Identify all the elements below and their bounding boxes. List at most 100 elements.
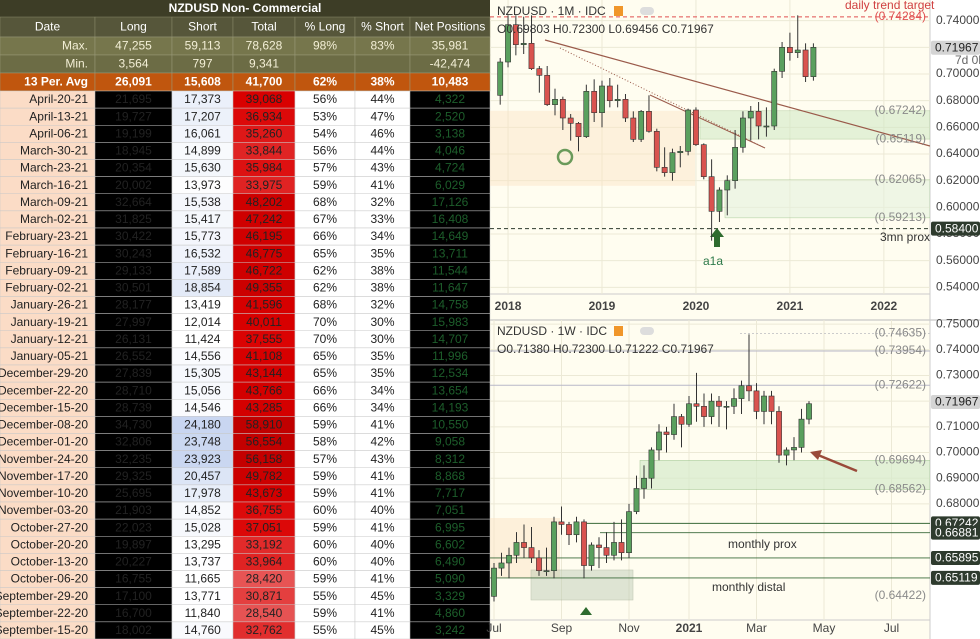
cell-text: 4,322 [435, 92, 465, 106]
cell-text: 34% [370, 229, 394, 243]
cell-text: 14,556 [184, 349, 221, 363]
candle-body [512, 24, 519, 45]
cell-text: March-23-21 [20, 161, 88, 175]
cell-text: March-30-21 [20, 144, 88, 158]
level-label: (0.73954) [875, 343, 926, 357]
cell-text: 23,923 [184, 452, 221, 466]
ohlc-readout: O0.71380 H0.72300 L0.71222 C0.71967 [497, 342, 714, 356]
cell-text: 10,550 [432, 418, 469, 432]
level-label: (0.74635) [875, 326, 926, 340]
cell-text: 60% [313, 555, 337, 569]
summary-text: Min. [65, 57, 88, 71]
cell-text: 55% [313, 623, 337, 637]
cell-text: 19,199 [115, 126, 152, 140]
cell-text: 15,538 [184, 195, 221, 209]
cell-text: 34% [370, 383, 394, 397]
cell-text: 5,090 [435, 572, 465, 586]
cell-text: 43,766 [246, 383, 283, 397]
cell-text: 11,544 [432, 263, 468, 277]
x-tick-label: 2022 [871, 299, 898, 313]
cell-text: 62% [313, 281, 337, 295]
summary-text: 98% [313, 39, 337, 53]
cell-text: 37,555 [246, 332, 283, 346]
flag-icon [614, 326, 623, 336]
cell-text: 48,202 [246, 195, 283, 209]
cell-text: 35,260 [246, 126, 283, 140]
candle-body [723, 406, 730, 408]
candle-body [653, 131, 660, 168]
cell-text: September-29-20 [0, 589, 88, 603]
cell-text: 6,029 [435, 178, 465, 192]
cell-text: 30% [370, 315, 394, 329]
cell-text: 49,782 [246, 469, 283, 483]
cell-text: 56,158 [246, 452, 283, 466]
cell-text: 44% [370, 144, 394, 158]
price-marker [931, 395, 980, 410]
y-tick-label: 0.74000 [936, 13, 980, 27]
candle-body [771, 71, 778, 127]
cell-text: September-22-20 [0, 606, 88, 620]
cell-text: 15,028 [184, 520, 221, 534]
cell-text: September-15-20 [0, 623, 88, 637]
cell-text: 33,192 [246, 537, 283, 551]
cell-text: April-13-21 [29, 109, 88, 123]
cell-text: 11,665 [185, 572, 221, 586]
cell-text: 16,061 [184, 126, 221, 140]
summary-text: 13 Per. Avg [24, 75, 88, 89]
level-label: (0.62065) [875, 172, 926, 186]
cell-text: 35% [370, 349, 394, 363]
demand-zone [699, 110, 930, 140]
cell-text: 20,227 [115, 555, 152, 569]
cell-text: 59% [313, 178, 337, 192]
cell-text: 35% [370, 366, 394, 380]
cell-text: March-09-21 [20, 195, 88, 209]
candle-body [583, 91, 590, 137]
supply-box [490, 518, 560, 578]
header-text: Long [120, 20, 147, 34]
cell-text: 28,540 [246, 606, 283, 620]
cell-text: 29,325 [115, 469, 152, 483]
y-tick-label: 0.54000 [936, 280, 980, 294]
candle-body [686, 403, 692, 425]
cell-text: 11,996 [432, 349, 468, 363]
cell-text: 4,860 [435, 606, 465, 620]
summary-text: 38% [370, 75, 394, 89]
cell-text: 70% [313, 332, 337, 346]
candle-body [505, 24, 511, 63]
candle-body [669, 152, 676, 173]
y-tick-label: 0.68000 [936, 496, 980, 510]
cell-text: 26,131 [115, 332, 152, 346]
cell-text: 44% [370, 92, 394, 106]
level-label: (0.74284) [875, 9, 926, 23]
level-label: (0.68562) [875, 482, 926, 496]
cell-text: 6,602 [435, 537, 465, 551]
candle-body [596, 544, 602, 548]
cell-text: 17,207 [184, 109, 221, 123]
candle-body [716, 400, 722, 407]
cell-text: December-08-20 [0, 418, 88, 432]
cell-text: 32,664 [115, 195, 152, 209]
cell-text: 15,305 [184, 366, 221, 380]
cell-text: 43,673 [246, 486, 283, 500]
cell-text: March-16-21 [20, 178, 88, 192]
y-tick-label: 0.68000 [936, 93, 980, 107]
cell-text: October-27-20 [11, 520, 89, 534]
cell-text: 4,724 [435, 161, 465, 175]
cell-text: 57% [313, 161, 337, 175]
cell-text: 32% [370, 298, 394, 312]
cell-text: 28,710 [115, 383, 152, 397]
plot-area [490, 320, 930, 620]
candle-body [591, 91, 598, 113]
cell-text: 13,973 [184, 178, 221, 192]
cell-text: 41% [370, 520, 394, 534]
cell-text: December-15-20 [0, 400, 88, 414]
y-tick-label: 0.75000 [936, 316, 980, 330]
cell-text: 13,737 [184, 555, 221, 569]
cell-text: 17,373 [184, 92, 221, 106]
cell-text: December-22-20 [0, 383, 88, 397]
cell-text: 8,312 [435, 452, 465, 466]
level-label: (0.67242) [875, 103, 926, 117]
cell-text: 55% [313, 589, 337, 603]
cell-text: 41% [370, 486, 394, 500]
cell-text: 30,243 [115, 246, 152, 260]
